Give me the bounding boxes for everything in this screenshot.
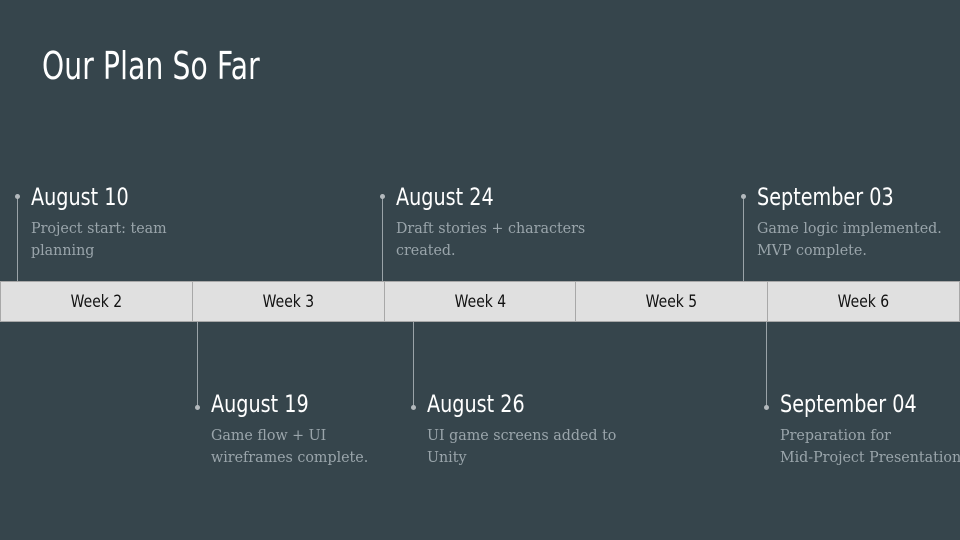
week-cell: Week 6 xyxy=(768,281,960,322)
connector-dot xyxy=(741,194,746,199)
milestone-date: August 19 xyxy=(211,390,309,418)
connector-line xyxy=(382,196,383,281)
milestone-date: September 04 xyxy=(780,390,917,418)
connector-dot xyxy=(380,194,385,199)
connector-dot xyxy=(15,194,20,199)
connector-line xyxy=(17,196,18,281)
connector-dot xyxy=(195,405,200,410)
milestone: September 03 Game logic implemented. MVP… xyxy=(757,183,957,261)
milestone: August 24 Draft stories + characters cre… xyxy=(396,183,596,261)
milestone-description: Game flow + UI wireframes complete. xyxy=(211,426,369,466)
milestone: August 10 Project start: team planning xyxy=(31,183,231,261)
milestone-description: Draft stories + characters created. xyxy=(396,219,586,259)
milestone-description: Game logic implemented. MVP complete. xyxy=(757,219,942,259)
milestone-date: August 24 xyxy=(396,183,494,211)
week-cell: Week 2 xyxy=(0,281,193,322)
milestone-description: Preparation for Mid-Project Presentation xyxy=(780,426,960,466)
page-title: Our Plan So Far xyxy=(42,44,260,88)
connector-line xyxy=(197,322,198,408)
milestone-date: August 26 xyxy=(427,390,525,418)
connector-dot xyxy=(411,405,416,410)
milestone: September 04 Preparation for Mid-Project… xyxy=(780,390,960,468)
week-cell: Week 4 xyxy=(384,281,577,322)
milestone: August 26 UI game screens added to Unity xyxy=(427,390,627,468)
milestone: August 19 Game flow + UI wireframes comp… xyxy=(211,390,411,468)
milestone-date: September 03 xyxy=(757,183,894,211)
connector-line xyxy=(743,196,744,281)
connector-line xyxy=(413,322,414,408)
week-cell: Week 5 xyxy=(576,281,769,322)
week-cell: Week 3 xyxy=(192,281,385,322)
connector-line xyxy=(766,322,767,408)
milestone-date: August 10 xyxy=(31,183,129,211)
connector-dot xyxy=(764,405,769,410)
milestone-description: Project start: team planning xyxy=(31,219,167,259)
week-bar: Week 2 Week 3 Week 4 Week 5 Week 6 xyxy=(0,281,960,322)
milestone-description: UI game screens added to Unity xyxy=(427,426,617,466)
